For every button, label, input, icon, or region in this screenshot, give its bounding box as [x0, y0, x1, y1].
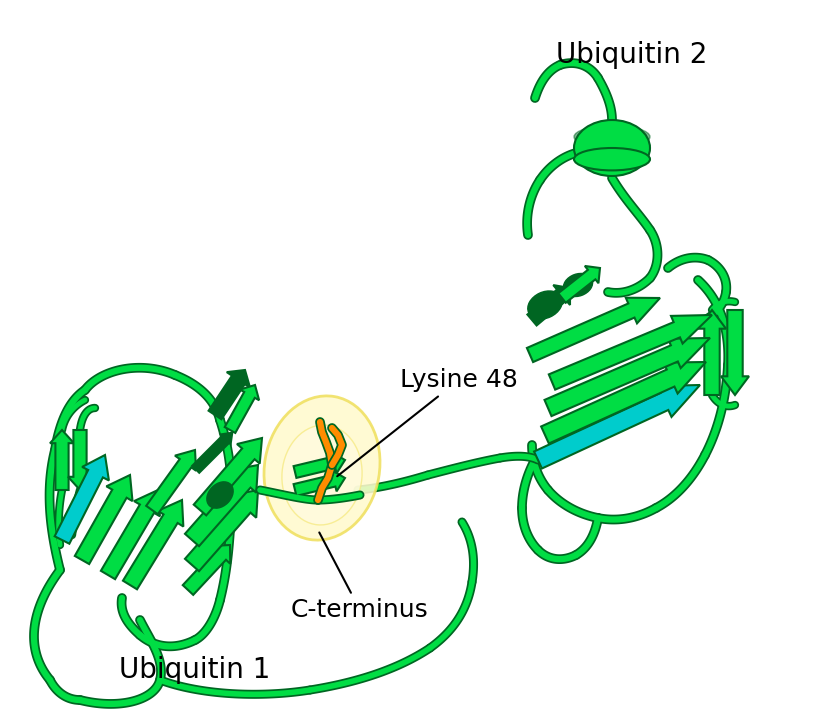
Ellipse shape: [264, 396, 380, 540]
FancyArrow shape: [698, 310, 726, 395]
FancyArrow shape: [544, 338, 710, 416]
FancyArrow shape: [101, 490, 160, 579]
FancyArrow shape: [185, 465, 258, 546]
Text: C-terminus: C-terminus: [291, 533, 429, 622]
Ellipse shape: [574, 126, 650, 148]
Ellipse shape: [564, 274, 592, 297]
FancyArrow shape: [183, 545, 230, 595]
Ellipse shape: [574, 120, 650, 176]
FancyArrow shape: [225, 385, 259, 433]
Ellipse shape: [574, 148, 650, 170]
Text: Lysine 48: Lysine 48: [337, 368, 518, 476]
Ellipse shape: [282, 425, 362, 525]
Ellipse shape: [528, 291, 562, 319]
FancyArrow shape: [208, 370, 250, 419]
FancyArrow shape: [534, 385, 700, 468]
FancyArrow shape: [146, 450, 196, 514]
FancyArrow shape: [294, 452, 345, 478]
FancyArrow shape: [528, 285, 570, 325]
FancyArrow shape: [527, 298, 660, 362]
Text: Ubiquitin 1: Ubiquitin 1: [119, 656, 270, 684]
FancyArrow shape: [191, 432, 234, 475]
FancyArrow shape: [541, 362, 706, 444]
FancyArrow shape: [55, 455, 109, 544]
FancyArrow shape: [194, 438, 262, 516]
FancyArrow shape: [294, 470, 345, 496]
Text: Ubiquitin 2: Ubiquitin 2: [556, 41, 707, 69]
FancyArrow shape: [721, 310, 749, 395]
FancyArrow shape: [549, 315, 712, 390]
FancyArrow shape: [185, 490, 258, 572]
FancyArrow shape: [75, 475, 133, 564]
FancyArrow shape: [50, 430, 74, 490]
FancyArrow shape: [123, 500, 183, 589]
FancyArrow shape: [559, 266, 600, 303]
FancyArrow shape: [68, 430, 92, 490]
Ellipse shape: [207, 482, 234, 508]
